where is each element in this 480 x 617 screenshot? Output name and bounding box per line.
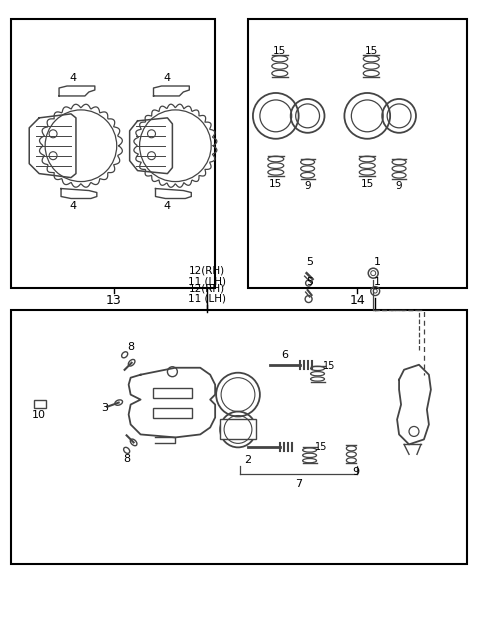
Bar [220, 420, 256, 439]
Text: 15: 15 [269, 178, 282, 189]
Text: 5: 5 [306, 277, 313, 287]
Text: 15: 15 [360, 178, 374, 189]
Text: 3: 3 [101, 402, 108, 413]
Text: 12(RH): 12(RH) [189, 265, 225, 275]
Text: 4: 4 [164, 73, 171, 83]
Text: 13: 13 [106, 294, 121, 307]
Text: 1: 1 [374, 257, 381, 267]
Text: 7: 7 [295, 479, 302, 489]
Text: 4: 4 [164, 202, 171, 212]
Bar [12, 310, 467, 564]
Text: 15: 15 [365, 46, 378, 56]
Bar [248, 19, 467, 288]
Bar [12, 19, 215, 288]
Text: 11 (LH): 11 (LH) [188, 276, 226, 286]
Text: 15: 15 [324, 361, 336, 371]
Bar [34, 400, 46, 408]
Text: 1: 1 [374, 277, 381, 287]
Text: 15: 15 [273, 46, 287, 56]
Text: 2: 2 [244, 455, 252, 465]
Text: 4: 4 [70, 202, 76, 212]
Text: 15: 15 [315, 442, 328, 452]
Text: 8: 8 [123, 454, 130, 465]
Text: 12(RH): 12(RH) [189, 283, 225, 293]
Bar [153, 408, 192, 418]
Text: 8: 8 [127, 342, 134, 352]
Text: 9: 9 [352, 467, 359, 478]
Text: 11 (LH): 11 (LH) [188, 293, 226, 303]
Text: 5: 5 [306, 257, 313, 267]
Text: 9: 9 [396, 181, 402, 191]
Text: 10: 10 [32, 410, 46, 420]
Text: 4: 4 [70, 73, 76, 83]
Text: 14: 14 [349, 294, 365, 307]
Text: 6: 6 [281, 350, 288, 360]
Text: 9: 9 [304, 181, 311, 191]
Bar [153, 387, 192, 397]
